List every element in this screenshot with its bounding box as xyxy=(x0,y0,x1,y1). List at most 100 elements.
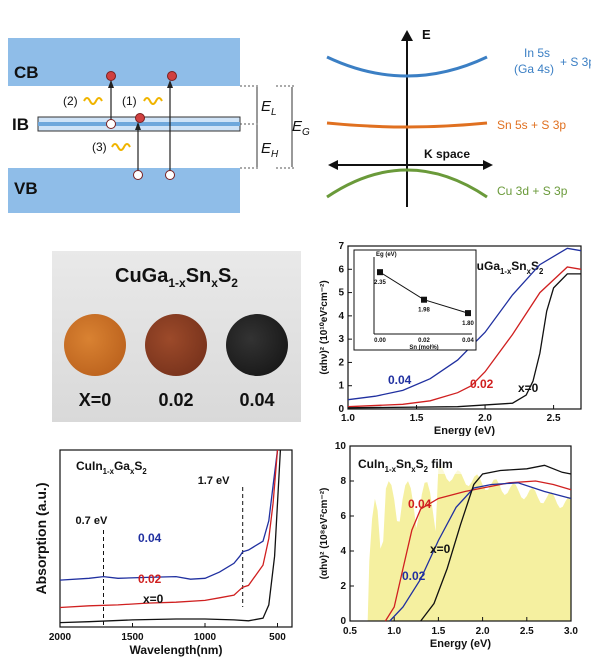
band-diagram: CB IB VB (2) (1) (3) xyxy=(8,38,260,213)
transition-1-label: (1) xyxy=(122,94,137,108)
inset-point-1 xyxy=(421,296,427,303)
x-tick-label: 2.0 xyxy=(476,626,490,637)
electron-3 xyxy=(135,113,145,123)
energy-axis-label: E xyxy=(422,27,431,42)
inset-frame xyxy=(353,249,477,351)
y-tick-label: 4 xyxy=(338,311,344,322)
sample-label-1: 0.02 xyxy=(158,390,194,410)
x-tick-label: 1.0 xyxy=(341,413,355,424)
x-tick-label: 1500 xyxy=(121,632,144,643)
series-label-2: x=0 xyxy=(143,592,164,606)
x-axis-label: Wavelength(nm) xyxy=(130,643,223,657)
upper-band-curve xyxy=(326,55,488,78)
chart-cuingas: 2000 1500 1000 500 Wavelength(nm) Absorption … xyxy=(30,445,300,657)
inset-point-2 xyxy=(465,310,471,317)
middle-band-curve xyxy=(326,121,488,129)
series-line-2 xyxy=(420,464,572,622)
x-tick-label: 2000 xyxy=(49,632,72,643)
inset-point-label-2: 1.80 xyxy=(462,321,474,327)
electron-2 xyxy=(106,71,116,81)
vb-label: VB xyxy=(14,179,38,198)
x-tick-label: 1.5 xyxy=(431,626,445,637)
series-label-0: 0.04 xyxy=(408,497,432,511)
x-tick-label: 1.5 xyxy=(410,413,424,424)
inset-y-label: Eg (eV) xyxy=(376,252,397,258)
y-tick-label: 0 xyxy=(340,616,346,627)
photon-2-icon xyxy=(83,97,103,105)
annotation-label-1: 1.7 eV xyxy=(198,475,230,487)
inset-x-tick-label: 0.00 xyxy=(374,338,386,344)
upper-label-suffix: + S 3p xyxy=(560,55,591,69)
x-tick-label: 500 xyxy=(269,632,286,643)
sample-photo-panel: CuGa1-xSnxS2 X=0 0.02 0.04 xyxy=(52,251,301,422)
photo-title: CuGa1-xSnxS2 xyxy=(115,265,238,290)
y-tick-label: 2 xyxy=(338,357,344,368)
y-axis-label: (αhν)² (10¹⁰eV²cm⁻²) xyxy=(319,280,330,374)
x-tick-label: 0.5 xyxy=(343,626,357,637)
y-axis-label: Absorption (a.u.) xyxy=(33,483,49,595)
chart-cuingas-svg: 2000 1500 1000 500 Wavelength(nm) Absorption … xyxy=(33,449,293,657)
chart-title: CuIn1-xGaxS2 xyxy=(76,459,147,476)
lower-band-curve xyxy=(326,168,488,199)
series-label-2: x=0 xyxy=(518,381,539,395)
x-tick-label: 3.0 xyxy=(564,626,578,637)
inset-x-tick-label: 0.02 xyxy=(418,338,430,344)
series-line-2 xyxy=(59,449,282,624)
ib-label: IB xyxy=(12,115,29,134)
conduction-band xyxy=(8,38,240,86)
y-axis-label: (αhν)² (10⁸eV²cm⁻²) xyxy=(319,488,330,580)
y-tick-label: 5 xyxy=(338,288,344,299)
sample-disc-2 xyxy=(226,314,288,376)
series-line-0 xyxy=(59,449,279,581)
y-tick-label: 3 xyxy=(338,334,344,345)
eh-label: EH xyxy=(261,140,279,160)
title-background xyxy=(354,452,504,474)
y-tick-label: 1 xyxy=(338,381,344,392)
plot-frame xyxy=(347,245,582,410)
eg-label: EG xyxy=(292,118,310,138)
x-tick-label: 1000 xyxy=(194,632,217,643)
kspace-diagram: E K space In 5s (Ga 4s) + S 3p Sn 5s + S… xyxy=(326,27,591,207)
y-tick-label: 6 xyxy=(338,264,344,275)
inset-point-label-1: 1.98 xyxy=(418,308,430,314)
sample-label-2: 0.04 xyxy=(239,390,275,410)
x-axis-label: Energy (eV) xyxy=(434,425,495,436)
sample-disc-0 xyxy=(64,314,126,376)
inset-point-label-0: 2.35 xyxy=(374,280,386,286)
series-label-1: 0.02 xyxy=(138,572,162,586)
sample-disc-1 xyxy=(145,314,207,376)
chart-cuinsns-film: 0.5 1.0 1.5 2.0 2.5 3.0 0 2 4 6 8 10 Energy (eV) (αhν… xyxy=(318,438,591,658)
upper-label-line2: (Ga 4s) xyxy=(514,62,554,76)
inset-point-0 xyxy=(377,269,383,276)
x-tick-label: 1.0 xyxy=(387,626,401,637)
kspace-panel: E K space In 5s (Ga 4s) + S 3p Sn 5s + S… xyxy=(312,25,591,210)
middle-label: Sn 5s + S 3p xyxy=(497,118,566,132)
series-label-1: 0.02 xyxy=(402,569,426,583)
series-line-1 xyxy=(347,266,582,408)
series-line-0 xyxy=(384,480,572,622)
series-line-1 xyxy=(389,482,572,622)
y-tick-label: 10 xyxy=(335,441,347,452)
photon-1-icon xyxy=(143,97,163,105)
series-label-1: 0.02 xyxy=(470,377,494,391)
x-tick-label: 2.0 xyxy=(478,413,492,424)
photon-3-icon xyxy=(111,143,131,151)
chart-cuinsns-film-svg: 0.5 1.0 1.5 2.0 2.5 3.0 0 2 4 6 8 10 Energy (eV) (αhν… xyxy=(319,441,578,650)
upper-label-line1: In 5s xyxy=(524,46,550,60)
series-line-2 xyxy=(347,273,581,409)
plot-frame xyxy=(59,449,293,628)
transition-2-label: (2) xyxy=(63,94,78,108)
transition-3-label: (3) xyxy=(92,140,107,154)
chart-cugasns-svg: 1.0 1.5 2.0 2.5 0 1 2 3 4 5 6 7 Energy (eV) (αhν)² (1… xyxy=(319,241,582,437)
series-line-1 xyxy=(59,449,279,609)
chart-title: CuIn1-xSnxS2 film xyxy=(358,457,453,474)
y-tick-label: 6 xyxy=(340,511,346,522)
y-tick-label: 4 xyxy=(340,546,346,557)
band-diagram-panel: CB IB VB (2) (1) (3) xyxy=(8,38,260,213)
x-tick-label: 2.5 xyxy=(547,413,561,424)
x-axis-label: Energy (eV) xyxy=(430,638,491,650)
chart-cugasns: 1.0 1.5 2.0 2.5 0 1 2 3 4 5 6 7 Energy (eV) (αhν)² (1… xyxy=(318,236,591,437)
electron-1 xyxy=(167,71,177,81)
k-axis-label: K space xyxy=(424,147,470,161)
y-tick-label: 2 xyxy=(340,581,346,592)
